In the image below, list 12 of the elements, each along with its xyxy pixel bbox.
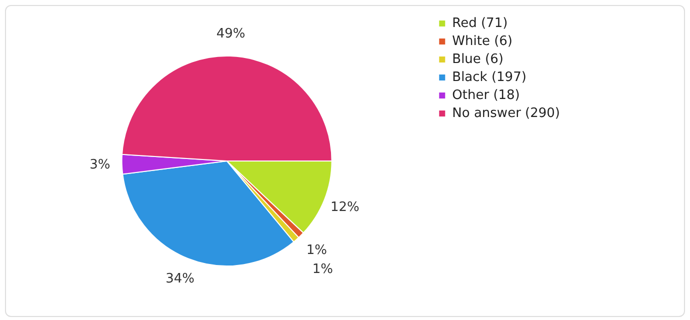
data-label: 1% [306, 243, 327, 258]
data-label: 34% [166, 271, 195, 286]
data-label: 3% [90, 157, 110, 172]
legend-label: White (6) [452, 34, 513, 49]
legend-label: No answer (290) [452, 106, 560, 121]
legend-label: Other (18) [452, 88, 520, 103]
legend-label: Blue (6) [452, 52, 504, 67]
legend-label: Red (71) [452, 16, 508, 31]
data-label: 1% [312, 262, 334, 278]
data-label: 12% [330, 200, 360, 216]
legend-label: Black (197) [452, 70, 526, 85]
data-label: 49% [216, 26, 246, 42]
